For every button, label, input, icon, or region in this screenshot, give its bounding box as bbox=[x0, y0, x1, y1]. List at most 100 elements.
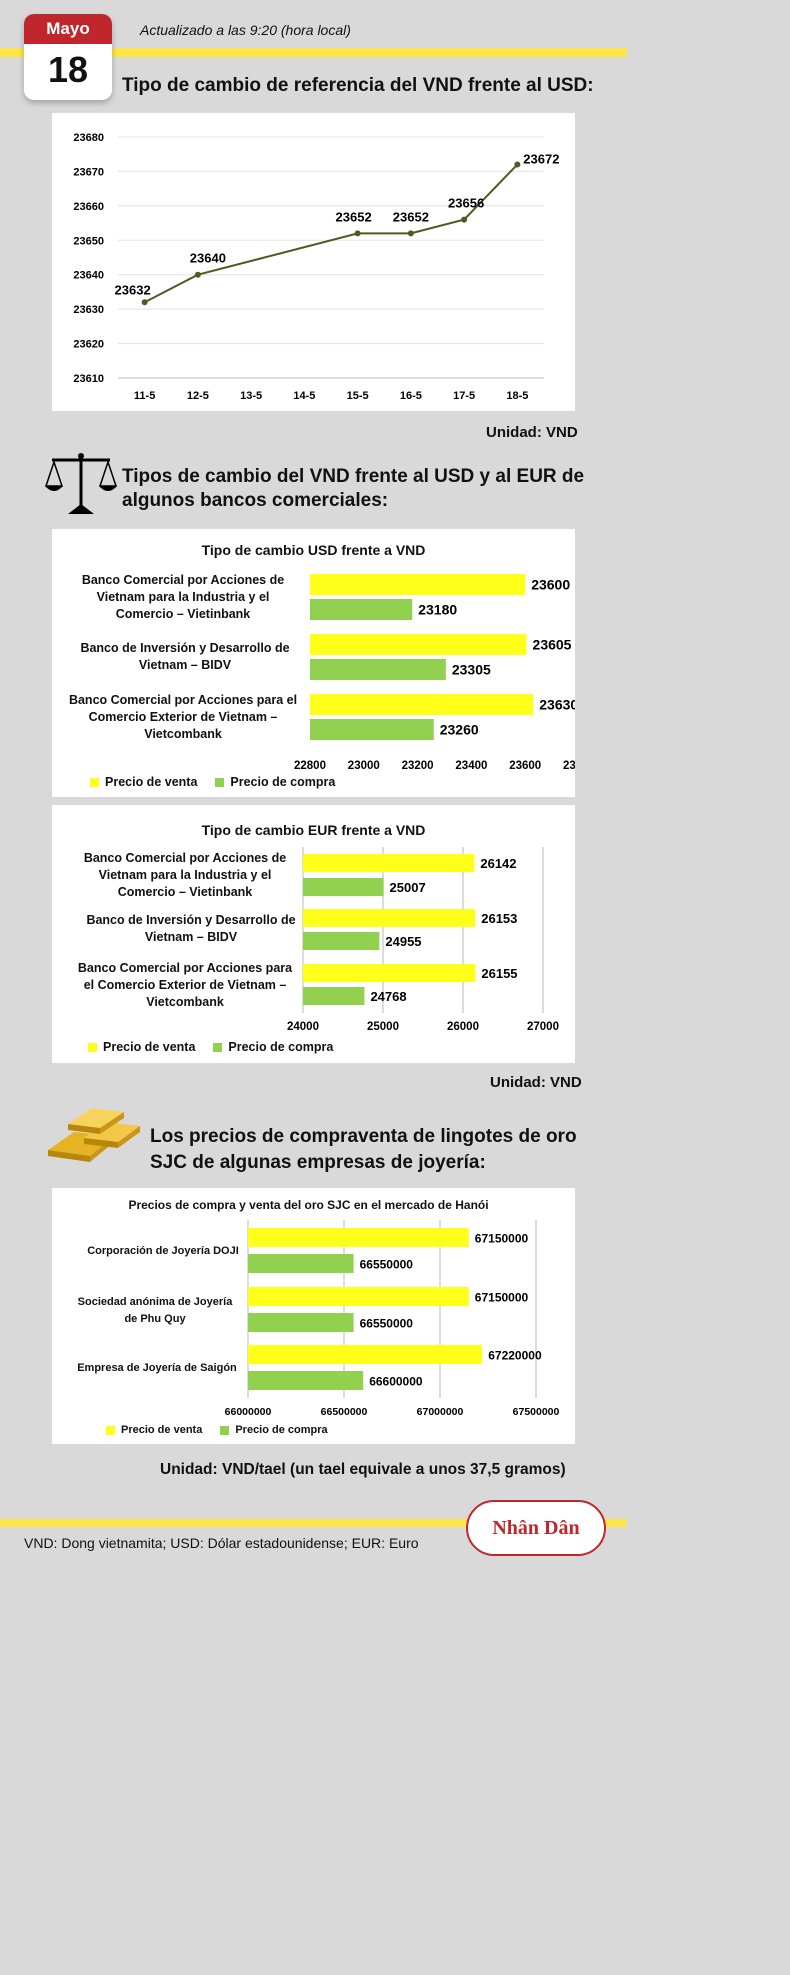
usd-bank-label-vietinbank: Banco Comercial por Acciones de Vietnam … bbox=[81, 573, 285, 621]
bar bbox=[303, 878, 384, 896]
x-tick-label: 27000 bbox=[527, 1021, 559, 1033]
data-point bbox=[194, 271, 201, 278]
section3-title-line2: SJC de algunas empresas de joyería: bbox=[150, 1152, 486, 1173]
data-label: 23672 bbox=[523, 152, 559, 167]
y-tick-label: 23660 bbox=[73, 201, 104, 213]
x-tick-label: 16-5 bbox=[400, 390, 422, 402]
eur-bank-label-bidv: Banco de Inversión y Desarrollo de Vietn… bbox=[86, 913, 296, 944]
y-tick-label: 23620 bbox=[73, 339, 104, 351]
data-point bbox=[407, 230, 414, 237]
eur-chart-legend: Precio de venta Precio de compra bbox=[88, 1040, 333, 1054]
x-tick-label: 67000000 bbox=[417, 1406, 464, 1418]
usd-bar-chart: 22800 23000 23200 23400 23600 23800 23600 23180… bbox=[294, 574, 575, 772]
bar bbox=[303, 964, 476, 982]
usd-bank-label-vietcombank: Banco Comercial por Acciones para el Com… bbox=[68, 693, 298, 741]
section2-title-line2: algunos bancos comerciales: bbox=[122, 490, 389, 511]
date-calendar-badge: Mayo 18 bbox=[24, 14, 112, 100]
y-tick-label: 23680 bbox=[73, 132, 104, 144]
section3-title-line1: Los precios de compraventa de lingotes d… bbox=[150, 1126, 577, 1147]
header-stripe bbox=[0, 48, 627, 57]
day-number: 18 bbox=[47, 49, 89, 90]
gold-bar-chart: 66000000 66500000 67000000 67500000 67150000… bbox=[225, 1220, 560, 1418]
bar bbox=[310, 599, 413, 620]
footer-stripe bbox=[0, 1519, 627, 1527]
month-label: Mayo bbox=[24, 14, 112, 44]
balance-scale-icon bbox=[44, 450, 118, 521]
gold-label-doji: Corporación de Joyería DOJI bbox=[87, 1245, 239, 1257]
data-label: 23652 bbox=[393, 209, 429, 224]
data-label: 23640 bbox=[190, 251, 226, 266]
x-tick-label: 15-5 bbox=[347, 390, 369, 402]
gold-label-saigon: Empresa de Joyería de Saigón bbox=[77, 1362, 237, 1374]
x-tick-label: 17-5 bbox=[453, 390, 475, 402]
bar bbox=[248, 1228, 469, 1247]
legend-sell: Precio de venta bbox=[88, 1040, 195, 1054]
bar bbox=[248, 1254, 354, 1273]
bar bbox=[303, 854, 475, 872]
x-tick-label: 13-5 bbox=[240, 390, 262, 402]
bar bbox=[310, 659, 446, 680]
bar-value-label: 66550000 bbox=[360, 1258, 414, 1272]
bar bbox=[248, 1313, 354, 1332]
gold-chart-title: Precios de compra y venta del oro SJC en… bbox=[128, 1198, 489, 1212]
bar-value-label: 25007 bbox=[390, 880, 426, 895]
x-tick-label: 23400 bbox=[455, 760, 487, 772]
bar-value-label: 24955 bbox=[385, 934, 421, 949]
bar bbox=[303, 932, 380, 950]
section2-unit: Unidad: VND bbox=[490, 1074, 582, 1091]
data-label: 23652 bbox=[336, 209, 372, 224]
footer-note: VND: Dong vietnamita; USD: Dólar estadou… bbox=[24, 1535, 419, 1551]
bar-value-label: 26142 bbox=[480, 856, 516, 871]
legend-buy: Precio de compra bbox=[213, 1040, 333, 1054]
gold-chart-panel: Precios de compra y venta del oro SJC en… bbox=[52, 1188, 575, 1444]
x-tick-label: 26000 bbox=[447, 1021, 479, 1033]
legend-sell: Precio de venta bbox=[90, 775, 197, 789]
data-label: 23632 bbox=[115, 282, 151, 297]
gold-chart-legend: Precio de venta Precio de compra bbox=[106, 1424, 328, 1436]
eur-chart-title: Tipo de cambio EUR frente a VND bbox=[201, 822, 426, 838]
bar-value-label: 26155 bbox=[481, 966, 517, 981]
bar-value-label: 23180 bbox=[418, 602, 457, 618]
bar bbox=[310, 634, 527, 655]
x-tick-label: 23200 bbox=[402, 760, 434, 772]
legend-buy: Precio de compra bbox=[220, 1424, 328, 1436]
x-tick-label: 24000 bbox=[287, 1021, 319, 1033]
bar bbox=[303, 987, 365, 1005]
x-tick-label: 25000 bbox=[367, 1021, 399, 1033]
y-tick-label: 23610 bbox=[73, 373, 104, 385]
bar bbox=[310, 574, 526, 595]
eur-bank-label-vietinbank: Banco Comercial por Acciones de Vietnam … bbox=[83, 851, 287, 899]
eur-chart-panel: Tipo de cambio EUR frente a VND Banco Co… bbox=[52, 805, 575, 1063]
bar-value-label: 24768 bbox=[370, 989, 406, 1004]
usd-chart-legend: Precio de venta Precio de compra bbox=[90, 775, 335, 789]
x-tick-label: 66000000 bbox=[225, 1406, 272, 1418]
bar-value-label: 26153 bbox=[481, 911, 517, 926]
updated-time: Actualizado a las 9:20 (hora local) bbox=[140, 22, 351, 38]
bar-value-label: 67150000 bbox=[475, 1232, 529, 1246]
y-tick-label: 23630 bbox=[73, 304, 104, 316]
bar bbox=[248, 1287, 469, 1306]
gold-label-phu-quy: Sociedad anónima de Joyería de Phu Quy bbox=[77, 1296, 233, 1325]
y-tick-label: 23650 bbox=[73, 235, 104, 247]
usd-bank-label-bidv: Banco de Inversión y Desarrollo de Vietn… bbox=[80, 641, 290, 672]
eur-bar-chart: 24000 25000 26000 27000 26142 25007 26153 24955… bbox=[287, 847, 559, 1033]
section1-unit: Unidad: VND bbox=[486, 424, 578, 441]
x-tick-label: 22800 bbox=[294, 760, 326, 772]
x-tick-label: 23000 bbox=[348, 760, 380, 772]
bar-value-label: 23260 bbox=[440, 722, 479, 738]
bar-value-label: 23305 bbox=[452, 662, 491, 678]
x-tick-label: 23800 bbox=[563, 760, 575, 772]
nhan-dan-logo[interactable]: Nhân Dân bbox=[466, 1500, 606, 1556]
data-point bbox=[461, 216, 468, 223]
x-tick-label: 67500000 bbox=[513, 1406, 560, 1418]
bar-value-label: 23600 bbox=[531, 577, 570, 593]
x-tick-label: 23600 bbox=[509, 760, 541, 772]
data-point bbox=[514, 161, 521, 168]
bar-value-label: 66600000 bbox=[369, 1375, 423, 1389]
eur-bank-label-vietcombank: Banco Comercial por Acciones para el Com… bbox=[77, 961, 293, 1009]
bar-value-label: 67150000 bbox=[475, 1291, 529, 1305]
data-point bbox=[354, 230, 361, 237]
section3-unit: Unidad: VND/tael (un tael equivale a uno… bbox=[160, 1461, 566, 1478]
section2-title-line1: Tipos de cambio del VND frente al USD y … bbox=[122, 466, 585, 487]
bar bbox=[248, 1371, 364, 1390]
